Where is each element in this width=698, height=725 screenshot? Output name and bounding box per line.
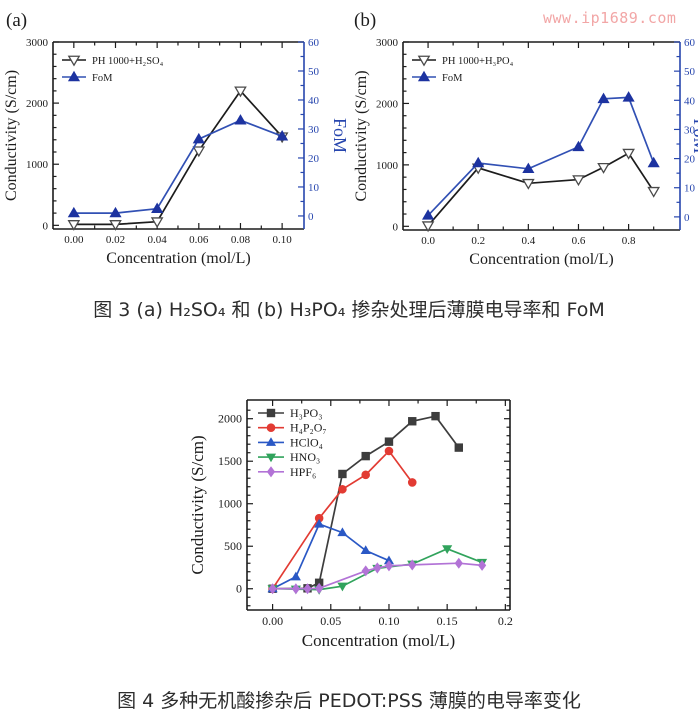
svg-text:0.00: 0.00 bbox=[64, 234, 84, 246]
figure4-caption: 图 4 多种无机酸掺杂后 PEDOT:PSS 薄膜的电导率变化 bbox=[117, 690, 581, 712]
svg-text:0.10: 0.10 bbox=[273, 234, 293, 246]
svg-text:0.6: 0.6 bbox=[572, 235, 586, 247]
svg-text:(a): (a) bbox=[6, 10, 27, 31]
svg-text:50: 50 bbox=[684, 66, 696, 78]
svg-text:0.08: 0.08 bbox=[231, 234, 251, 246]
figure3-caption: 图 3 (a) H₂SO₄ 和 (b) H₃PO₄ 掺杂处理后薄膜电导率和 Fo… bbox=[93, 299, 605, 321]
svg-text:FoM: FoM bbox=[442, 73, 463, 84]
svg-text:H₃PO₃: H₃PO₃ bbox=[290, 406, 322, 420]
svg-text:0: 0 bbox=[684, 212, 690, 224]
svg-text:FoM: FoM bbox=[690, 118, 698, 153]
svg-text:10: 10 bbox=[308, 182, 320, 194]
svg-text:0: 0 bbox=[236, 582, 242, 596]
svg-text:20: 20 bbox=[308, 153, 320, 165]
axes: 0.00 0.05 0.10 0.15 0.2 0 500 1000 1500 2000 Conce… bbox=[188, 399, 513, 650]
svg-text:0.2: 0.2 bbox=[471, 235, 485, 247]
chart-a-h2so4-fom: 0.00 0.02 0.04 0.06 0.08 0.10 0 1000 2000 3000 0 10… bbox=[3, 10, 348, 267]
svg-text:3000: 3000 bbox=[26, 37, 49, 49]
svg-text:0.00: 0.00 bbox=[262, 614, 283, 628]
svg-text:30: 30 bbox=[308, 124, 320, 136]
svg-text:Concentration (mol/L): Concentration (mol/L) bbox=[106, 250, 250, 267]
svg-text:0.4: 0.4 bbox=[521, 235, 535, 247]
svg-text:(b): (b) bbox=[354, 10, 376, 31]
axes: 0.0 0.2 0.4 0.6 0.8 0 1000 2000 3000 0 10 20 30 40 50 6… bbox=[353, 10, 698, 268]
chart-c-inorganic-acids: 0.00 0.05 0.10 0.15 0.2 0 500 1000 1500 2000 Conce… bbox=[188, 399, 513, 650]
svg-text:0.15: 0.15 bbox=[437, 614, 458, 628]
svg-text:Conductivity (S/cm): Conductivity (S/cm) bbox=[353, 70, 370, 201]
legend: PH 1000+H₂SO₄ FoM bbox=[62, 55, 164, 84]
svg-text:Conductivity (S/cm): Conductivity (S/cm) bbox=[188, 435, 207, 574]
series-PH 1000+H₂SO₄ bbox=[67, 86, 289, 231]
svg-text:60: 60 bbox=[684, 37, 696, 49]
series-FoM bbox=[67, 114, 289, 218]
series-HClO₄ bbox=[267, 518, 395, 593]
svg-text:1000: 1000 bbox=[376, 160, 399, 172]
svg-text:Concentration (mol/L): Concentration (mol/L) bbox=[469, 251, 613, 268]
svg-text:1000: 1000 bbox=[26, 159, 49, 171]
series-HPF₆ bbox=[268, 557, 487, 595]
svg-text:0: 0 bbox=[308, 211, 314, 223]
svg-text:40: 40 bbox=[684, 95, 696, 107]
svg-text:500: 500 bbox=[224, 539, 242, 553]
svg-text:HNO₃: HNO₃ bbox=[290, 450, 320, 464]
legend: PH 1000+H₃PO₄ FoM bbox=[412, 55, 514, 84]
svg-text:0: 0 bbox=[43, 220, 49, 232]
svg-text:1000: 1000 bbox=[218, 497, 242, 511]
svg-text:20: 20 bbox=[684, 154, 696, 166]
svg-text:0.05: 0.05 bbox=[320, 614, 341, 628]
svg-text:60: 60 bbox=[308, 37, 320, 49]
svg-text:0: 0 bbox=[393, 221, 399, 233]
svg-text:Concentration (mol/L): Concentration (mol/L) bbox=[302, 631, 455, 650]
svg-text:Conductivity (S/cm): Conductivity (S/cm) bbox=[3, 70, 20, 201]
svg-text:0.10: 0.10 bbox=[378, 614, 399, 628]
svg-text:0.04: 0.04 bbox=[148, 234, 168, 246]
svg-text:50: 50 bbox=[308, 66, 320, 78]
svg-text:0.8: 0.8 bbox=[622, 235, 636, 247]
chart-b-h3po4-fom: 0.0 0.2 0.4 0.6 0.8 0 1000 2000 3000 0 10 20 30 40 50 6… bbox=[353, 10, 698, 268]
svg-text:0.0: 0.0 bbox=[421, 235, 435, 247]
axes: 0.00 0.02 0.04 0.06 0.08 0.10 0 1000 2000 3000 0 10… bbox=[3, 10, 348, 267]
svg-text:40: 40 bbox=[308, 95, 320, 107]
svg-text:PH 1000+H₃PO₄: PH 1000+H₃PO₄ bbox=[442, 56, 514, 67]
svg-text:PH 1000+H₂SO₄: PH 1000+H₂SO₄ bbox=[92, 56, 164, 67]
watermark: www.ip1689.com bbox=[543, 9, 677, 27]
svg-text:3000: 3000 bbox=[376, 37, 399, 49]
svg-text:HClO₄: HClO₄ bbox=[290, 435, 323, 449]
svg-text:2000: 2000 bbox=[218, 412, 242, 426]
svg-text:30: 30 bbox=[684, 124, 696, 136]
series-PH 1000+H₃PO₄ bbox=[421, 148, 661, 233]
svg-text:2000: 2000 bbox=[376, 98, 399, 110]
svg-text:H₄P₂O₇: H₄P₂O₇ bbox=[290, 421, 327, 435]
svg-text:0.02: 0.02 bbox=[106, 234, 125, 246]
svg-text:0.2: 0.2 bbox=[498, 614, 513, 628]
svg-text:1500: 1500 bbox=[218, 454, 242, 468]
svg-text:10: 10 bbox=[684, 183, 696, 195]
svg-text:FoM: FoM bbox=[92, 73, 113, 84]
svg-text:FoM: FoM bbox=[330, 118, 348, 153]
svg-text:0.06: 0.06 bbox=[189, 234, 209, 246]
series-FoM bbox=[421, 91, 660, 220]
svg-text:2000: 2000 bbox=[26, 98, 49, 110]
svg-text:HPF₆: HPF₆ bbox=[290, 465, 316, 479]
